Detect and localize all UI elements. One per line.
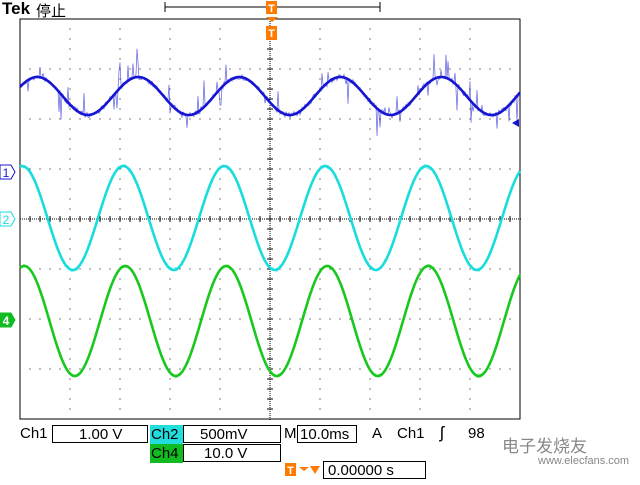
graticule-grid bbox=[19, 18, 521, 420]
ch4-ground-marker[interactable]: 4 bbox=[0, 312, 16, 328]
svg-text:T: T bbox=[287, 465, 294, 477]
trigger-source[interactable]: Ch1 bbox=[397, 425, 425, 442]
ch2-scale-readout[interactable]: 500mV bbox=[183, 425, 281, 443]
trigger-slope-icon[interactable]: ʃ bbox=[440, 423, 444, 442]
ch1-scale-readout[interactable]: 1.00 V bbox=[52, 425, 148, 443]
trigger-level-arrow-icon[interactable] bbox=[512, 119, 519, 127]
brand-logo: Tek bbox=[2, 0, 31, 18]
trigger-time-marker[interactable]: T bbox=[266, 17, 278, 40]
watermark-url: www.elecfans.com bbox=[538, 455, 630, 467]
trigger-marker-label: T bbox=[268, 28, 275, 40]
trigger-readout-icon: T bbox=[285, 463, 320, 477]
ch2-trace bbox=[19, 164, 522, 272]
trigger-marker-top-label: T bbox=[268, 3, 275, 15]
timebase-label: M bbox=[284, 425, 297, 442]
traces bbox=[19, 48, 522, 379]
acquisition-status: 停止 bbox=[36, 3, 67, 20]
ch4-label: Ch4 bbox=[150, 444, 183, 463]
ch4-trace bbox=[19, 264, 522, 378]
ch2-marker-label: 2 bbox=[3, 213, 10, 227]
trigger-position-marker[interactable]: T bbox=[266, 1, 277, 15]
ch2-ground-marker[interactable]: 2 bbox=[0, 211, 16, 227]
ch1-marker-label: 1 bbox=[3, 166, 10, 180]
timebase-readout[interactable]: 10.0ms bbox=[297, 425, 357, 443]
trigger-position-readout[interactable]: 0.00000 s bbox=[323, 461, 426, 479]
ch4-marker-label: 4 bbox=[3, 314, 10, 328]
watermark-logo: 电子发烧友 bbox=[502, 437, 587, 457]
ch1-label: Ch1 bbox=[20, 425, 48, 442]
trigger-mode-label: A bbox=[372, 425, 383, 442]
trigger-level-readout[interactable]: 98 bbox=[468, 425, 485, 442]
ch4-scale-readout[interactable]: 10.0 V bbox=[183, 444, 281, 462]
ch1-ground-marker[interactable]: 1 bbox=[0, 164, 16, 180]
ch1-trace bbox=[19, 75, 521, 117]
ch2-label: Ch2 bbox=[150, 425, 183, 444]
